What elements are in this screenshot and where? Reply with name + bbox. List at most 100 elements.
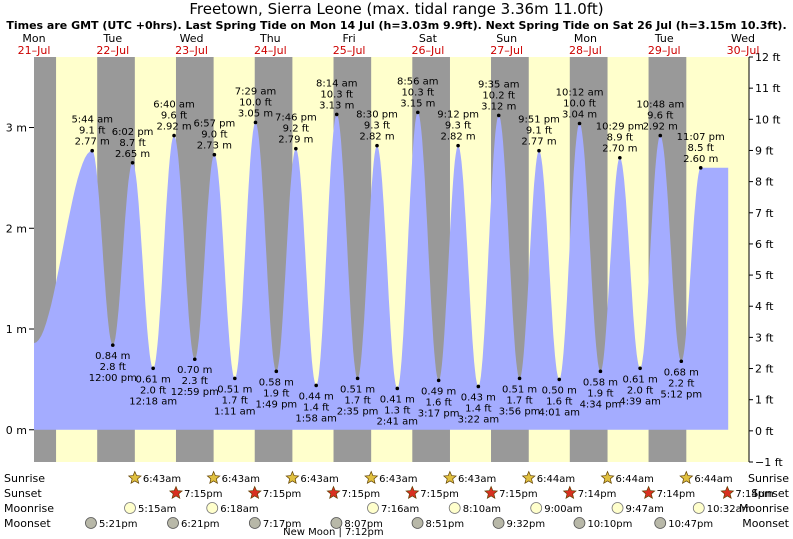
low-tide-point bbox=[355, 376, 360, 381]
moonset-icon bbox=[85, 517, 97, 529]
low-tide-point bbox=[274, 369, 279, 374]
high-tide-ft-label: 10.2 ft bbox=[482, 90, 515, 101]
right-axis-tick-label: 1 ft bbox=[755, 394, 774, 407]
moonset-time-label: 6:21pm bbox=[181, 519, 220, 530]
sunset-star-icon bbox=[326, 485, 341, 500]
low-tide-time-label: 1:49 pm bbox=[255, 399, 297, 410]
high-tide-m-label: 2.70 m bbox=[602, 144, 637, 155]
day-name-label: Sat bbox=[419, 32, 438, 45]
day-date-label: 29–Jul bbox=[648, 44, 681, 57]
day-name-label: Mon bbox=[22, 32, 45, 45]
sunset-star-icon bbox=[720, 485, 735, 500]
low-tide-m-label: 0.70 m bbox=[177, 365, 212, 376]
moonrise-icon bbox=[206, 502, 219, 514]
moonrise-icon bbox=[124, 502, 136, 514]
low-tide-m-label: 0.58 m bbox=[259, 377, 294, 388]
day-date-label: 27–Jul bbox=[490, 44, 523, 57]
sunrise-time-label: 6:44am bbox=[694, 474, 732, 485]
day-date-label: 30–Jul bbox=[727, 44, 760, 57]
low-tide-point bbox=[557, 377, 562, 382]
day-name-label: Wed bbox=[731, 32, 755, 45]
moonset-time-label: 7:17pm bbox=[263, 519, 302, 530]
high-tide-ft-label: 10.3 ft bbox=[320, 89, 353, 100]
sunset-star-icon bbox=[562, 485, 577, 500]
high-tide-point bbox=[253, 120, 258, 125]
low-tide-m-label: 0.51 m bbox=[502, 384, 537, 395]
high-tide-point bbox=[334, 112, 339, 117]
high-tide-m-label: 2.82 m bbox=[359, 132, 394, 143]
chart-title: Freetown, Sierra Leone (max. tidal range… bbox=[189, 0, 604, 18]
low-tide-point bbox=[151, 366, 155, 371]
high-tide-m-label: 2.79 m bbox=[278, 135, 313, 146]
sunset-time-label: 7:15pm bbox=[342, 489, 381, 500]
moonrise-time-label: 8:10am bbox=[463, 504, 501, 515]
high-tide-time-label: 10:29 pm bbox=[596, 122, 644, 133]
low-tide-m-label: 0.51 m bbox=[217, 384, 252, 395]
low-tide-m-label: 0.68 m bbox=[664, 367, 699, 378]
sunrise-star-icon bbox=[206, 470, 221, 485]
left-axis-tick-label: 3 m bbox=[6, 122, 27, 135]
low-tide-ft-label: 2.8 ft bbox=[100, 362, 126, 373]
right-axis-tick-label: 6 ft bbox=[755, 238, 774, 251]
high-tide-m-label: 3.04 m bbox=[562, 109, 597, 120]
sunset-star-icon bbox=[247, 485, 262, 500]
low-tide-point bbox=[233, 376, 237, 381]
low-tide-m-label: 0.49 m bbox=[421, 386, 456, 397]
high-tide-m-label: 3.13 m bbox=[319, 100, 354, 111]
high-tide-ft-label: 9.1 ft bbox=[79, 126, 105, 137]
high-tide-time-label: 10:48 am bbox=[636, 100, 684, 111]
sunrise-time-label: 6:43am bbox=[300, 474, 338, 485]
right-axis-tick-label: 2 ft bbox=[755, 363, 774, 376]
row-label-right: Sunrise bbox=[748, 472, 789, 485]
moonrise-icon bbox=[692, 502, 705, 514]
low-tide-point bbox=[110, 343, 115, 347]
low-tide-point bbox=[598, 369, 603, 374]
sunset-star-icon bbox=[405, 485, 420, 500]
high-tide-time-label: 11:07 pm bbox=[677, 132, 725, 143]
low-tide-time-label: 1:11 am bbox=[214, 406, 256, 417]
sunrise-time-label: 6:44am bbox=[537, 474, 575, 485]
sunset-time-label: 7:15pm bbox=[499, 489, 538, 500]
high-tide-m-label: 3.15 m bbox=[400, 98, 435, 109]
day-name-label: Wed bbox=[180, 32, 204, 45]
low-tide-m-label: 0.51 m bbox=[340, 384, 375, 395]
day-name-label: Tue bbox=[654, 32, 674, 45]
moonset-icon bbox=[330, 517, 343, 529]
high-tide-m-label: 3.12 m bbox=[481, 101, 516, 112]
day-date-label: 22–Jul bbox=[96, 44, 129, 57]
low-tide-ft-label: 1.9 ft bbox=[263, 388, 289, 399]
low-tide-ft-label: 1.7 ft bbox=[222, 395, 248, 406]
low-tide-time-label: 2:35 pm bbox=[337, 406, 379, 417]
sunrise-star-icon bbox=[127, 470, 142, 485]
low-tide-point bbox=[192, 357, 197, 362]
sunset-star-icon bbox=[168, 485, 183, 500]
day-date-label: 25–Jul bbox=[333, 44, 366, 57]
moonset-icon bbox=[411, 517, 424, 529]
moonrise-time-label: 5:15am bbox=[138, 504, 176, 515]
high-tide-time-label: 8:56 am bbox=[397, 76, 439, 87]
low-tide-ft-label: 1.7 ft bbox=[344, 395, 370, 406]
row-label-right: Moonrise bbox=[739, 502, 789, 515]
sunset-star-icon bbox=[641, 485, 656, 500]
right-axis-strip bbox=[743, 57, 749, 462]
right-axis-tick-label: 4 ft bbox=[755, 300, 774, 313]
sunset-star-icon bbox=[484, 485, 499, 500]
moonset-time-label: 8:07pm bbox=[344, 519, 383, 530]
high-tide-m-label: 2.65 m bbox=[115, 149, 150, 160]
high-tide-m-label: 3.05 m bbox=[238, 108, 273, 119]
high-tide-time-label: 5:44 am bbox=[71, 115, 113, 126]
day-name-label: Sun bbox=[496, 32, 517, 45]
high-tide-time-label: 8:14 am bbox=[316, 78, 358, 89]
high-tide-ft-label: 9.3 ft bbox=[445, 121, 471, 132]
sunrise-star-icon bbox=[521, 470, 536, 485]
high-tide-point bbox=[90, 148, 94, 153]
low-tide-ft-label: 1.6 ft bbox=[546, 396, 572, 407]
low-tide-time-label: 2:41 am bbox=[377, 416, 419, 427]
high-tide-m-label: 2.60 m bbox=[683, 154, 718, 165]
sunrise-time-label: 6:43am bbox=[143, 474, 181, 485]
high-tide-m-label: 2.92 m bbox=[643, 122, 678, 133]
moonset-time-label: 5:21pm bbox=[99, 519, 138, 530]
high-tide-point bbox=[172, 133, 176, 138]
new-moon-label: New Moon | 7:12pm bbox=[283, 527, 383, 538]
